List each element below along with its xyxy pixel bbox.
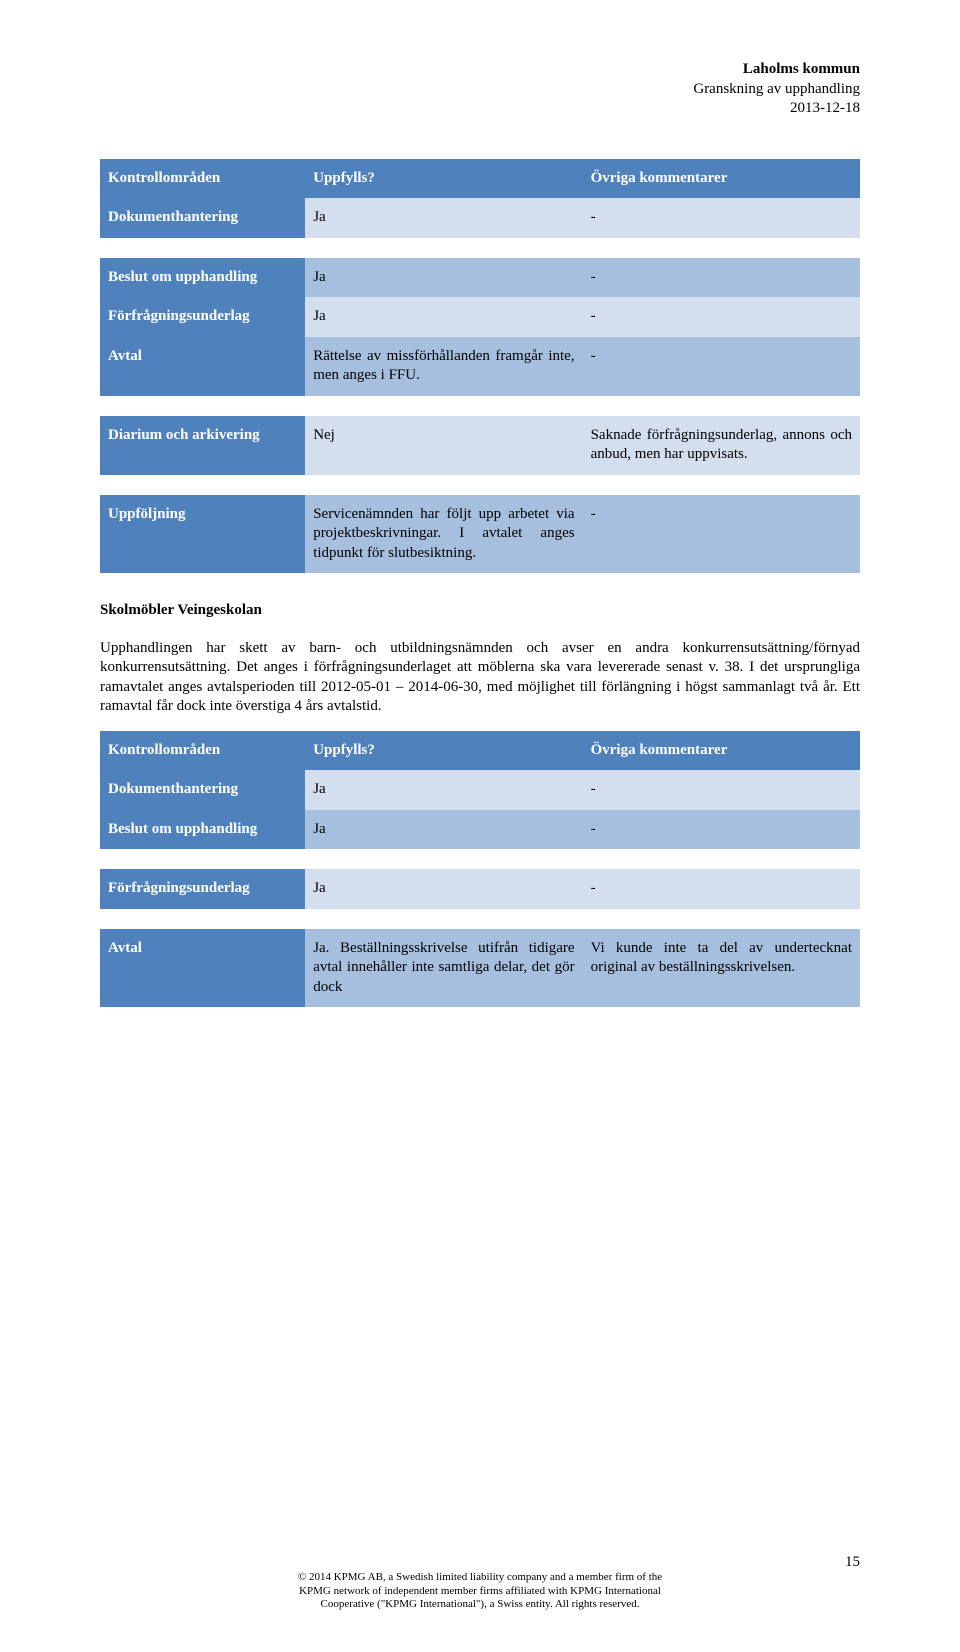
th-kontrollomraden: Kontrollområden	[100, 159, 305, 199]
row-label: Beslut om upphandling	[100, 258, 305, 298]
row-value-2: -	[583, 258, 860, 298]
spacer	[100, 909, 860, 929]
section-title: Skolmöbler Veingeskolan	[100, 601, 860, 621]
table-row: Förfrågningsunderlag Ja -	[100, 869, 860, 909]
row-label: Dokumenthantering	[100, 770, 305, 810]
row-value-2: -	[583, 869, 860, 909]
row-value-2: Vi kunde inte ta del av undertecknat ori…	[583, 929, 860, 1008]
th-kommentarer: Övriga kommentarer	[583, 159, 860, 199]
row-label: Uppföljning	[100, 495, 305, 574]
spacer	[100, 849, 860, 869]
row-value-1: Ja	[305, 770, 582, 810]
document-header: Laholms kommun Granskning av upphandling…	[100, 60, 860, 119]
row-value-1: Ja	[305, 869, 582, 909]
table-row: Beslut om upphandling Ja -	[100, 810, 860, 850]
table-row: Diarium och arkivering Nej Saknade förfr…	[100, 416, 860, 475]
page-number: 15	[845, 1553, 860, 1573]
footer-line-1: © 2014 KPMG AB, a Swedish limited liabil…	[0, 1571, 960, 1585]
table-2: Kontrollområden Uppfylls? Övriga komment…	[100, 731, 860, 1008]
th-uppfylls: Uppfylls?	[305, 159, 582, 199]
table-header-row: Kontrollområden Uppfylls? Övriga komment…	[100, 159, 860, 199]
section-paragraph: Upphandlingen har skett av barn- och utb…	[100, 639, 860, 717]
header-subject: Granskning av upphandling	[100, 80, 860, 100]
footer-line-3: Cooperative ("KPMG International"), a Sw…	[0, 1598, 960, 1612]
spacer	[100, 396, 860, 416]
row-value-1: Nej	[305, 416, 582, 475]
row-value-1: Servicenämnden har följt upp arbetet via…	[305, 495, 582, 574]
row-value-2: -	[583, 198, 860, 238]
header-date: 2013-12-18	[100, 99, 860, 119]
table-row: Avtal Rättelse av missförhållanden framg…	[100, 337, 860, 396]
page: Laholms kommun Granskning av upphandling…	[0, 0, 960, 1652]
row-value-1: Rättelse av missförhållanden framgår int…	[305, 337, 582, 396]
table-row: Beslut om upphandling Ja -	[100, 258, 860, 298]
table-1: Kontrollområden Uppfylls? Övriga komment…	[100, 159, 860, 574]
spacer	[100, 475, 860, 495]
row-value-2: -	[583, 770, 860, 810]
row-label: Förfrågningsunderlag	[100, 869, 305, 909]
row-value-2: -	[583, 337, 860, 396]
spacer	[100, 238, 860, 258]
row-value-1: Ja	[305, 297, 582, 337]
table-row: Uppföljning Servicenämnden har följt upp…	[100, 495, 860, 574]
row-value-1: Ja	[305, 810, 582, 850]
row-label: Avtal	[100, 929, 305, 1008]
table-row: Dokumenthantering Ja -	[100, 770, 860, 810]
row-value-2: -	[583, 810, 860, 850]
footer: © 2014 KPMG AB, a Swedish limited liabil…	[0, 1571, 960, 1612]
footer-line-2: KPMG network of independent member firms…	[0, 1585, 960, 1599]
row-label: Förfrågningsunderlag	[100, 297, 305, 337]
row-value-1: Ja	[305, 198, 582, 238]
row-value-2: Saknade förfrågningsunderlag, annons och…	[583, 416, 860, 475]
table-row: Dokumenthantering Ja -	[100, 198, 860, 238]
table-row: Avtal Ja. Beställningsskrivelse utifrån …	[100, 929, 860, 1008]
th-kommentarer: Övriga kommentarer	[583, 731, 860, 771]
row-value-2: -	[583, 495, 860, 574]
row-label: Dokumenthantering	[100, 198, 305, 238]
row-value-1: Ja. Beställningsskrivelse utifrån tidiga…	[305, 929, 582, 1008]
row-label: Diarium och arkivering	[100, 416, 305, 475]
row-label: Avtal	[100, 337, 305, 396]
row-label: Beslut om upphandling	[100, 810, 305, 850]
table-row: Förfrågningsunderlag Ja -	[100, 297, 860, 337]
th-kontrollomraden: Kontrollområden	[100, 731, 305, 771]
header-org: Laholms kommun	[100, 60, 860, 80]
table-header-row: Kontrollområden Uppfylls? Övriga komment…	[100, 731, 860, 771]
row-value-2: -	[583, 297, 860, 337]
th-uppfylls: Uppfylls?	[305, 731, 582, 771]
row-value-1: Ja	[305, 258, 582, 298]
